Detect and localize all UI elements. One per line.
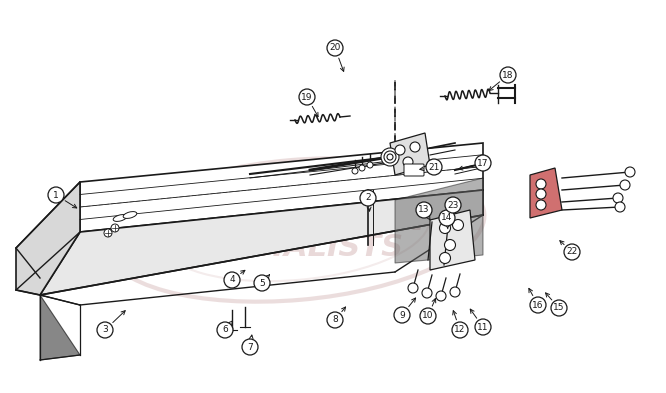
Circle shape bbox=[475, 155, 491, 171]
Circle shape bbox=[394, 307, 410, 323]
Text: 4: 4 bbox=[229, 275, 235, 285]
Circle shape bbox=[381, 148, 399, 166]
Text: 9: 9 bbox=[399, 310, 405, 320]
Circle shape bbox=[551, 300, 567, 316]
Circle shape bbox=[395, 145, 405, 155]
Text: 22: 22 bbox=[566, 248, 577, 257]
Text: 11: 11 bbox=[478, 323, 489, 332]
Text: 18: 18 bbox=[502, 70, 513, 79]
Text: 15: 15 bbox=[553, 303, 565, 312]
Polygon shape bbox=[390, 133, 430, 175]
Circle shape bbox=[410, 142, 420, 152]
Circle shape bbox=[536, 189, 546, 199]
Polygon shape bbox=[80, 143, 483, 232]
Text: 10: 10 bbox=[422, 312, 434, 321]
Text: 16: 16 bbox=[532, 301, 543, 310]
Circle shape bbox=[440, 252, 450, 263]
Ellipse shape bbox=[113, 215, 127, 221]
Circle shape bbox=[111, 224, 119, 232]
Circle shape bbox=[452, 322, 468, 338]
Circle shape bbox=[387, 154, 393, 160]
Circle shape bbox=[530, 297, 546, 313]
FancyBboxPatch shape bbox=[404, 164, 424, 176]
Text: 7: 7 bbox=[247, 343, 253, 351]
Circle shape bbox=[408, 283, 418, 293]
Circle shape bbox=[625, 167, 635, 177]
Circle shape bbox=[367, 162, 373, 168]
Text: 1: 1 bbox=[53, 191, 59, 200]
Text: 20: 20 bbox=[329, 44, 341, 53]
Text: 17: 17 bbox=[478, 158, 489, 167]
Polygon shape bbox=[16, 182, 80, 295]
Circle shape bbox=[452, 220, 464, 231]
Text: 12: 12 bbox=[454, 325, 466, 334]
Circle shape bbox=[104, 229, 112, 237]
Circle shape bbox=[97, 322, 113, 338]
Text: SPECIALISTS: SPECIALISTS bbox=[186, 233, 404, 263]
Circle shape bbox=[620, 180, 630, 190]
Circle shape bbox=[564, 244, 580, 260]
Circle shape bbox=[254, 275, 270, 291]
Circle shape bbox=[224, 272, 240, 288]
Circle shape bbox=[536, 200, 546, 210]
Polygon shape bbox=[40, 190, 483, 295]
Circle shape bbox=[426, 159, 442, 175]
Circle shape bbox=[403, 157, 413, 167]
Text: 3: 3 bbox=[102, 325, 108, 334]
Circle shape bbox=[436, 291, 446, 301]
Circle shape bbox=[327, 312, 343, 328]
Text: 5: 5 bbox=[259, 279, 265, 288]
Circle shape bbox=[450, 287, 460, 297]
Text: 2: 2 bbox=[365, 193, 371, 202]
Circle shape bbox=[445, 197, 461, 213]
Circle shape bbox=[422, 288, 432, 298]
Polygon shape bbox=[530, 168, 562, 218]
Text: 8: 8 bbox=[332, 316, 338, 325]
Text: 14: 14 bbox=[442, 213, 453, 222]
Circle shape bbox=[327, 40, 343, 56]
Circle shape bbox=[615, 202, 625, 212]
Text: EQUIPMENT: EQUIPMENT bbox=[157, 197, 434, 239]
Polygon shape bbox=[395, 178, 483, 263]
Circle shape bbox=[440, 222, 450, 233]
Text: 23: 23 bbox=[448, 200, 459, 209]
Text: 13: 13 bbox=[418, 206, 430, 215]
Text: 19: 19 bbox=[301, 92, 313, 101]
Circle shape bbox=[444, 239, 456, 250]
Circle shape bbox=[359, 165, 365, 171]
Circle shape bbox=[439, 210, 455, 226]
Circle shape bbox=[536, 179, 546, 189]
Circle shape bbox=[416, 202, 432, 218]
Text: 21: 21 bbox=[428, 162, 440, 171]
Circle shape bbox=[420, 308, 436, 324]
Polygon shape bbox=[430, 210, 475, 270]
Ellipse shape bbox=[123, 211, 137, 219]
Circle shape bbox=[475, 319, 491, 335]
Circle shape bbox=[352, 168, 358, 174]
Circle shape bbox=[613, 193, 623, 203]
Circle shape bbox=[217, 322, 233, 338]
Circle shape bbox=[299, 89, 315, 105]
Circle shape bbox=[500, 67, 516, 83]
Polygon shape bbox=[40, 295, 80, 360]
Circle shape bbox=[384, 151, 396, 163]
Circle shape bbox=[48, 187, 64, 203]
Text: 6: 6 bbox=[222, 325, 228, 334]
Circle shape bbox=[242, 339, 258, 355]
Circle shape bbox=[360, 190, 376, 206]
